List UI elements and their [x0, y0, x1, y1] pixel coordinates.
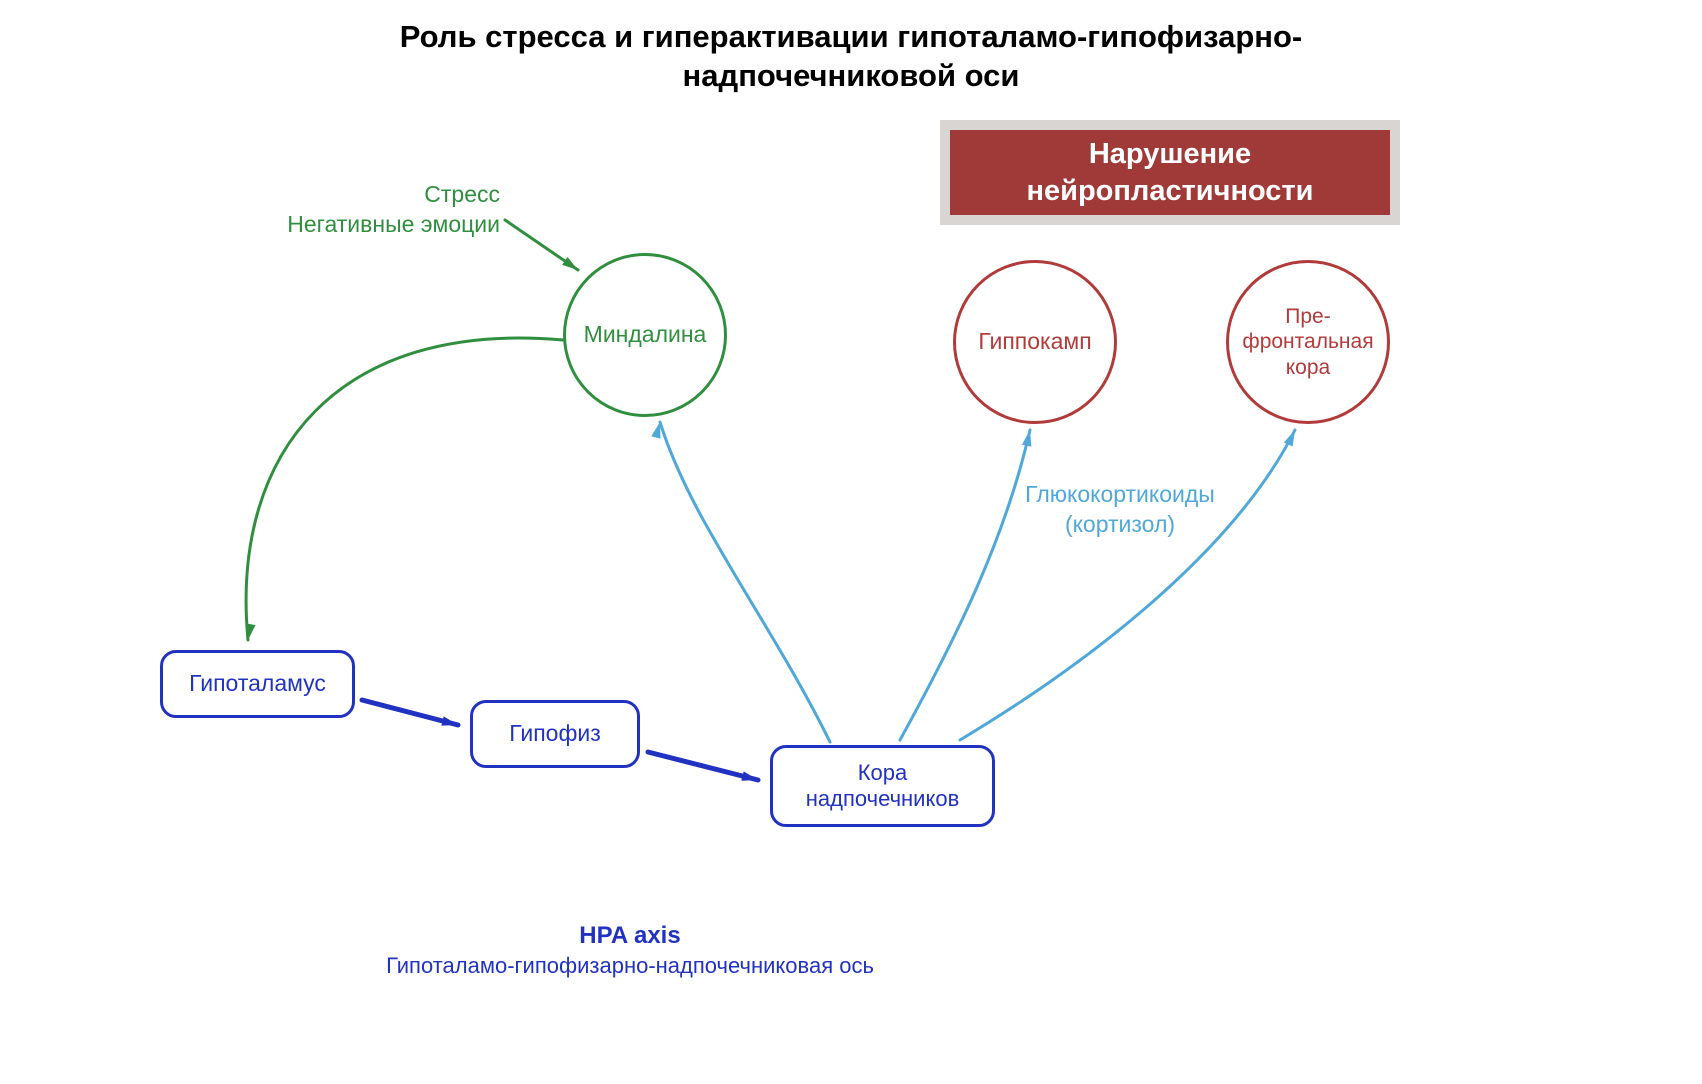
label-glucocorticoids: Глюкокортикоиды(кортизол) — [970, 480, 1270, 540]
node-hippocampus: Гиппокамп — [953, 260, 1117, 424]
banner-neuroplasticity: Нарушениенейропластичности — [940, 120, 1400, 225]
node-adrenal: Коранадпочечников — [770, 745, 995, 827]
node-amygdala-label: Миндалина — [584, 321, 707, 349]
title-text: Роль стресса и гиперактивации гипоталамо… — [400, 19, 1303, 93]
node-amygdala: Миндалина — [563, 253, 727, 417]
label-hpa-title: HPA axis — [330, 920, 930, 951]
label-hpa-subtitle: Гипоталамо-гипофизарно-надпочечниковая о… — [330, 952, 930, 981]
node-hippocampus-label: Гиппокамп — [978, 328, 1091, 356]
label-stress-text: СтрессНегативные эмоции — [287, 181, 500, 237]
node-pituitary: Гипофиз — [470, 700, 640, 768]
banner-text: Нарушениенейропластичности — [1027, 136, 1314, 209]
label-glucocorticoids-text: Глюкокортикоиды(кортизол) — [1025, 481, 1215, 537]
node-hypothalamus: Гипоталамус — [160, 650, 355, 718]
node-pfc-label: Пре-фронтальнаякора — [1242, 304, 1373, 380]
label-hpa-subtitle-text: Гипоталамо-гипофизарно-надпочечниковая о… — [386, 953, 874, 978]
node-adrenal-label: Коранадпочечников — [806, 760, 960, 813]
node-pfc: Пре-фронтальнаякора — [1226, 260, 1390, 424]
label-stress: СтрессНегативные эмоции — [240, 180, 500, 240]
node-pituitary-label: Гипофиз — [509, 720, 601, 748]
node-hypothalamus-label: Гипоталамус — [189, 670, 326, 698]
diagram-title: Роль стресса и гиперактивации гипоталамо… — [0, 18, 1702, 96]
label-hpa-title-text: HPA axis — [579, 922, 680, 949]
